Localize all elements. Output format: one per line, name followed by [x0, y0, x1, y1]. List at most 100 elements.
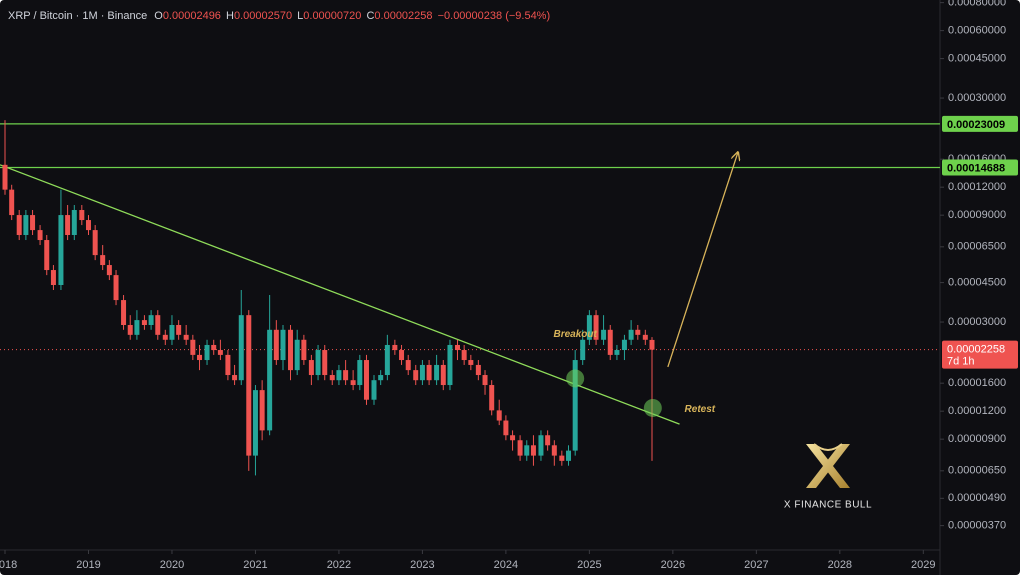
candle-body — [2, 164, 8, 190]
candle-body — [225, 354, 231, 376]
y-tick-label: 0.00045000 — [948, 53, 1006, 65]
candle-body — [169, 325, 175, 340]
candle-body — [44, 240, 50, 271]
plot: Breakout Retest — [0, 120, 940, 476]
candle-body — [155, 315, 161, 335]
candle-body — [482, 375, 488, 386]
candle-body — [315, 350, 321, 376]
candle-body — [545, 435, 551, 446]
y-tick-label: 0.00000900 — [948, 433, 1006, 445]
candle-body — [350, 380, 356, 386]
y-tick-label: 0.00000490 — [948, 492, 1006, 504]
candle-body — [121, 300, 127, 326]
level-label-box — [942, 115, 1018, 132]
candle-body — [378, 375, 384, 381]
y-tick-label: 0.00080000 — [948, 0, 1006, 9]
x-tick-label: 2026 — [661, 559, 685, 571]
x-tick-label: 2024 — [494, 559, 518, 571]
marker — [643, 398, 662, 417]
candle-body — [530, 445, 536, 456]
countdown: 7d 1h — [947, 356, 975, 368]
y-tick-label: 0.00006500 — [948, 241, 1006, 253]
candle-body — [496, 410, 502, 421]
ohlc-label: C — [366, 10, 374, 22]
candle-body — [322, 350, 328, 376]
candle-body — [572, 360, 578, 451]
level-label-box — [942, 159, 1018, 176]
y-tick-label: 0.00012000 — [948, 181, 1006, 193]
level-label: 0.00023009 — [947, 119, 1005, 131]
candle-body — [607, 329, 613, 355]
candle-body — [642, 334, 648, 340]
candle-body — [30, 215, 36, 231]
candle-body — [559, 455, 565, 461]
ohlc-label: H — [226, 10, 234, 22]
candle-body — [524, 445, 530, 456]
x-tick-label: 2029 — [911, 559, 935, 571]
candle-body — [551, 445, 557, 456]
candle-body — [580, 339, 586, 361]
y-tick-label: 0.00060000 — [948, 25, 1006, 37]
candle-body — [371, 380, 377, 400]
candle-body — [267, 329, 273, 431]
candle-body — [593, 315, 599, 340]
candle-body — [204, 344, 210, 361]
candle-body — [134, 320, 140, 335]
trendline — [0, 164, 680, 425]
candle-body — [426, 364, 432, 381]
level-label: 0.00014688 — [947, 162, 1005, 174]
arrow — [667, 152, 738, 368]
candle-body — [621, 339, 627, 351]
candle-body — [273, 329, 279, 361]
y-tick-label: 0.00000650 — [948, 465, 1006, 477]
y-tick-label: 0.00003000 — [948, 316, 1006, 328]
annotation: Breakout — [553, 329, 597, 340]
candle-body — [475, 364, 481, 376]
watermark: X FINANCE BULL — [784, 500, 872, 511]
candle-body — [176, 325, 182, 335]
candle-body — [9, 189, 15, 216]
candle-body — [238, 315, 244, 381]
ohlc-value: 0.00002570 — [234, 10, 292, 22]
y-tick-label: 0.00004500 — [948, 277, 1006, 289]
x-tick-label: 2025 — [577, 559, 601, 571]
candle-body — [489, 385, 495, 411]
y-tick-label: 0.00000370 — [948, 520, 1006, 532]
candle-body — [329, 375, 335, 381]
candle-body — [246, 315, 252, 456]
candle-body — [280, 329, 286, 361]
x-tick-label: 2021 — [243, 559, 267, 571]
x-tick-label: 2023 — [410, 559, 434, 571]
candle-body — [413, 370, 419, 381]
symbol: XRP / Bitcoin · 1M · Binance — [8, 10, 147, 22]
candle-body — [79, 210, 85, 221]
candle-body — [399, 350, 405, 361]
candle-body — [100, 255, 106, 266]
candle-body — [23, 215, 29, 236]
candle-body — [308, 360, 314, 376]
candle-body — [288, 329, 294, 371]
candle-body — [259, 390, 265, 431]
candle-body — [37, 230, 43, 241]
candle-body — [16, 215, 22, 236]
price-label-box — [942, 340, 1018, 369]
candle-body — [232, 375, 238, 381]
annotation: Retest — [685, 404, 716, 415]
ohlc-label: L — [297, 10, 303, 22]
candle-body — [211, 344, 217, 351]
candle-body — [336, 370, 342, 381]
candle-body — [343, 370, 349, 381]
candle-body — [440, 364, 446, 386]
header: XRP / Bitcoin · 1M · Binance O0.00002496… — [8, 10, 550, 22]
candle-body — [517, 440, 523, 456]
candle-body — [357, 360, 363, 386]
candle-body — [85, 220, 91, 231]
candle-body — [106, 265, 112, 276]
candle-body — [468, 360, 474, 365]
y-tick-label: 0.00009000 — [948, 209, 1006, 221]
ohlc-value: 0.00002496 — [163, 10, 221, 22]
x-tick-label: 2028 — [828, 559, 852, 571]
candle-body — [363, 360, 369, 400]
candle-body — [586, 315, 592, 340]
